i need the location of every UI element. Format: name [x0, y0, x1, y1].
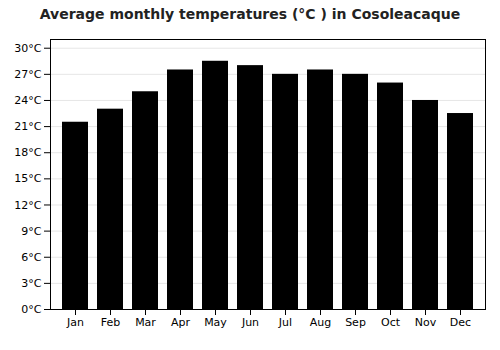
svg-text:27°C: 27°C — [14, 68, 41, 81]
svg-text:21°C: 21°C — [14, 120, 41, 133]
svg-text:Aug: Aug — [310, 316, 331, 329]
svg-text:9°C: 9°C — [21, 225, 41, 238]
svg-text:24°C: 24°C — [14, 94, 41, 107]
svg-text:Oct: Oct — [381, 316, 401, 329]
svg-text:May: May — [204, 316, 227, 329]
svg-text:3°C: 3°C — [21, 277, 41, 290]
svg-text:0°C: 0°C — [21, 303, 41, 316]
svg-text:15°C: 15°C — [14, 172, 41, 185]
svg-text:30°C: 30°C — [14, 42, 41, 55]
svg-text:Jan: Jan — [66, 316, 84, 329]
svg-text:Jul: Jul — [278, 316, 292, 329]
html-text:Average monthly temperatures (: Average monthly temperatures (°C ) in Co… — [39, 6, 461, 22]
svg-text:Jun: Jun — [241, 316, 259, 329]
svg-text:Sep: Sep — [345, 316, 366, 329]
svg-text:Feb: Feb — [101, 316, 120, 329]
svg-text:12°C: 12°C — [14, 199, 41, 212]
svg-text:18°C: 18°C — [14, 146, 41, 159]
svg-text:Apr: Apr — [171, 316, 191, 329]
svg-text:Mar: Mar — [135, 316, 156, 329]
svg-text:6°C: 6°C — [21, 251, 41, 264]
svg-text:Nov: Nov — [415, 316, 437, 329]
svg-text:Dec: Dec — [450, 316, 471, 329]
